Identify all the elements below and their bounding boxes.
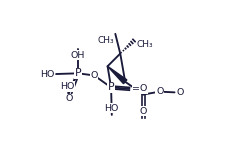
Text: HO: HO [105, 104, 119, 113]
Text: HO: HO [40, 70, 55, 79]
Text: =O: =O [132, 84, 148, 93]
Text: HO: HO [60, 82, 74, 91]
Text: O: O [156, 87, 163, 96]
Text: CH₃: CH₃ [137, 40, 153, 49]
Text: O: O [140, 107, 147, 116]
Text: OH: OH [71, 51, 85, 60]
Text: O: O [90, 71, 98, 80]
Polygon shape [108, 66, 127, 84]
Text: P: P [75, 68, 81, 78]
Text: P: P [108, 82, 114, 92]
Text: CH₃: CH₃ [97, 36, 114, 45]
Text: O: O [177, 88, 184, 97]
Text: O: O [66, 94, 73, 103]
